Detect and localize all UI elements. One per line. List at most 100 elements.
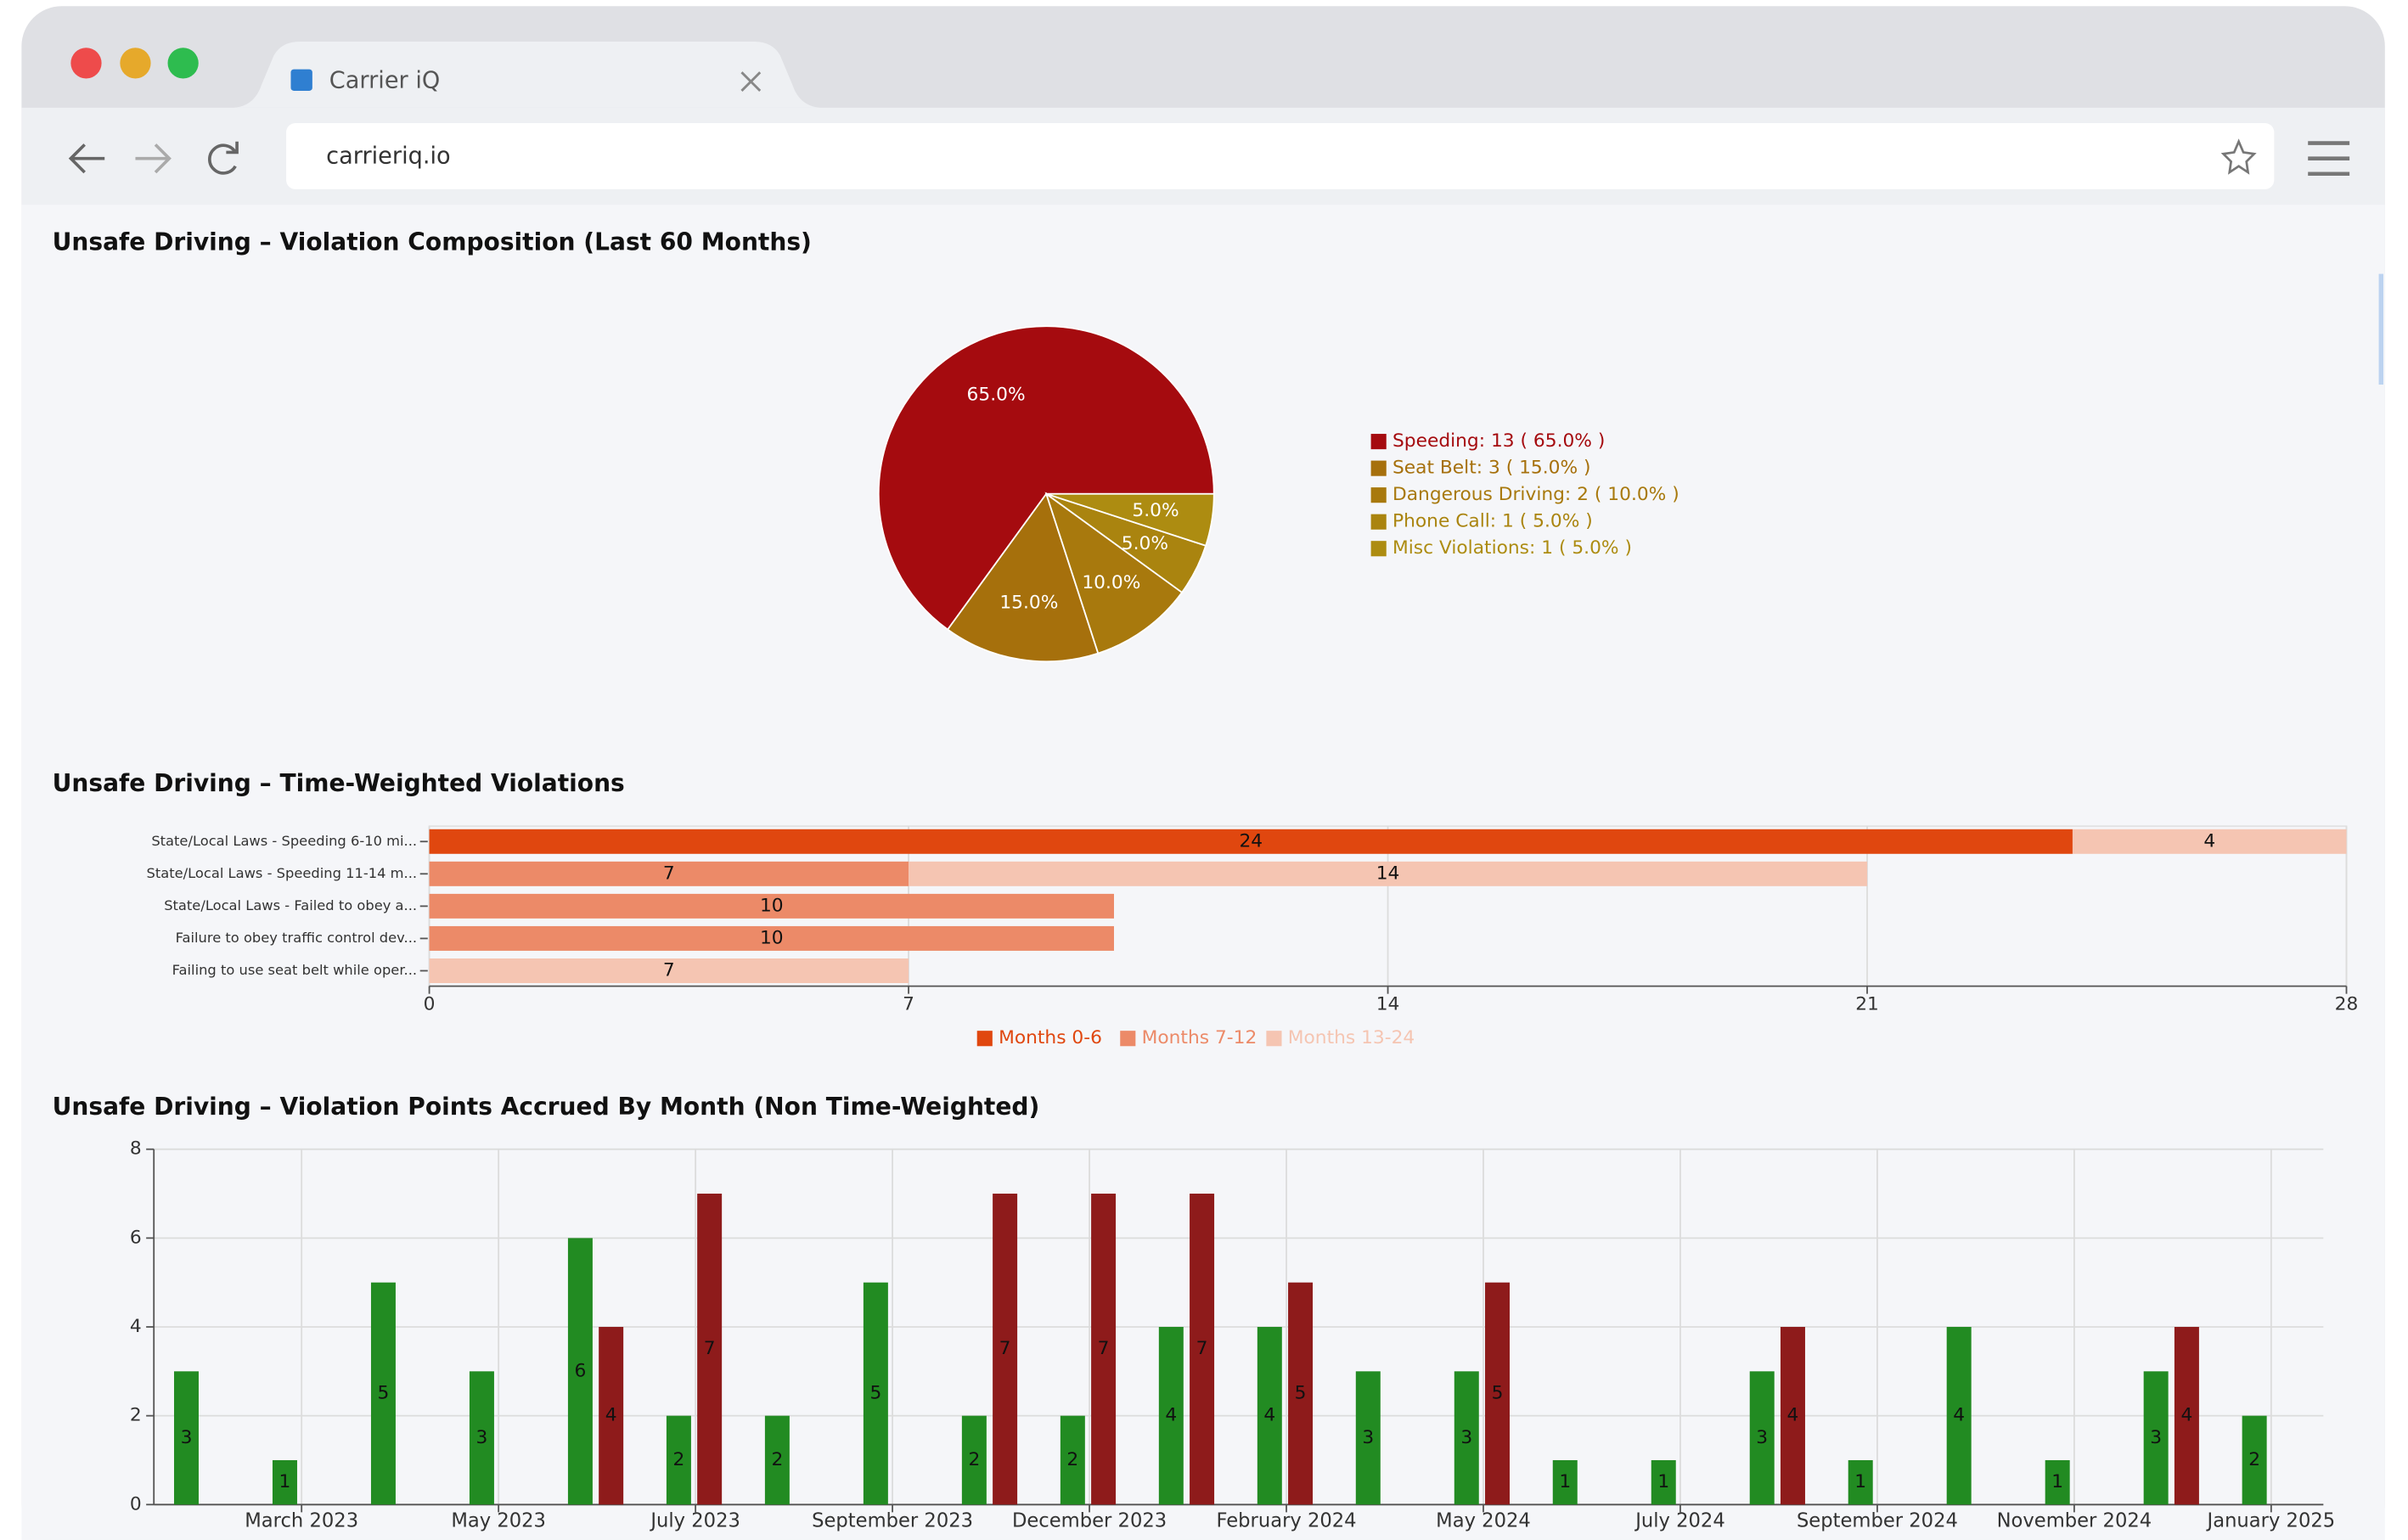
tab-close[interactable] bbox=[740, 71, 762, 92]
bar bbox=[272, 1459, 297, 1505]
y-tick-label: 4 bbox=[130, 1316, 142, 1337]
bar bbox=[1485, 1282, 1511, 1505]
legend-label: Dangerous Driving: 2 ( 10.0% ) bbox=[1392, 484, 1679, 505]
pie-slice bbox=[946, 492, 1100, 663]
bar bbox=[1190, 1194, 1215, 1505]
minimize-button[interactable] bbox=[120, 48, 151, 79]
y-tick-label: 0 bbox=[130, 1493, 142, 1515]
slice-label: 15.0% bbox=[999, 592, 1058, 613]
x-tick-label: 0 bbox=[424, 993, 436, 1014]
chart-title: Unsafe Driving – Violation Points Accrue… bbox=[53, 1093, 1040, 1121]
bar-label: 4 bbox=[1787, 1405, 1799, 1426]
bar-label: 1 bbox=[279, 1471, 291, 1492]
bar-segment bbox=[429, 958, 909, 983]
bar-label: 3 bbox=[2150, 1427, 2162, 1448]
tab[interactable] bbox=[230, 41, 824, 108]
bar-label: 7 bbox=[999, 1338, 1011, 1359]
address-bar[interactable] bbox=[286, 122, 2275, 189]
bar-label: 10 bbox=[760, 895, 784, 916]
bar bbox=[1060, 1415, 1085, 1505]
bar bbox=[1158, 1326, 1184, 1505]
legend-swatch bbox=[976, 1031, 993, 1047]
bar-segment bbox=[2072, 829, 2347, 854]
bar-label: 4 bbox=[1263, 1405, 1275, 1426]
legend-swatch bbox=[1370, 434, 1387, 450]
bar-label: 3 bbox=[476, 1427, 488, 1448]
scrollbar[interactable] bbox=[2378, 273, 2384, 385]
chart-title: Unsafe Driving – Violation Composition (… bbox=[53, 228, 812, 256]
url: carrieriq.io bbox=[326, 143, 451, 169]
bar-label: 6 bbox=[575, 1360, 587, 1381]
legend-label: Speeding: 13 ( 65.0% ) bbox=[1392, 430, 1605, 452]
x-tick-label: July 2023 bbox=[649, 1510, 740, 1532]
bar-label: 24 bbox=[1239, 830, 1263, 851]
legend-label: Seat Belt: 3 ( 15.0% ) bbox=[1392, 458, 1591, 479]
y-tick-label: 8 bbox=[130, 1138, 142, 1160]
y-tick-label: Failure to obey traffic control dev... bbox=[176, 930, 417, 946]
legend-label: Months 7-12 bbox=[1142, 1027, 1257, 1048]
bar bbox=[1454, 1371, 1479, 1505]
x-tick-label: 7 bbox=[903, 993, 914, 1014]
legend-label: Months 13-24 bbox=[1288, 1027, 1415, 1048]
tab-favicon bbox=[290, 69, 312, 91]
x-tick-label: January 2025 bbox=[2206, 1510, 2336, 1532]
bar-label: 3 bbox=[1756, 1427, 1768, 1448]
legend-label: Phone Call: 1 ( 5.0% ) bbox=[1392, 511, 1593, 532]
bar bbox=[666, 1415, 691, 1505]
bar-label: 7 bbox=[1196, 1338, 1208, 1359]
x-tick-label: September 2023 bbox=[812, 1510, 973, 1532]
bar bbox=[1780, 1326, 1805, 1505]
back-button[interactable] bbox=[68, 143, 105, 174]
bar-label: 7 bbox=[1098, 1338, 1110, 1359]
bar-label: 1 bbox=[1854, 1471, 1866, 1492]
y-tick-label: 2 bbox=[130, 1405, 142, 1426]
legend-swatch bbox=[1266, 1031, 1282, 1047]
y-tick-label: State/Local Laws - Speeding 6-10 mi... bbox=[151, 833, 417, 849]
x-tick-label: 28 bbox=[2335, 993, 2359, 1014]
y-tick-label: Failing to use seat belt while oper... bbox=[172, 962, 417, 978]
slice-label: 65.0% bbox=[967, 385, 1026, 406]
y-tick-label: State/Local Laws - Failed to obey a... bbox=[164, 897, 417, 913]
bar-label: 1 bbox=[1559, 1471, 1571, 1492]
bar bbox=[1651, 1459, 1676, 1505]
bar-label: 4 bbox=[1165, 1405, 1177, 1426]
legend-label: Misc Violations: 1 ( 5.0% ) bbox=[1392, 537, 1632, 559]
bar bbox=[1355, 1371, 1381, 1505]
x-tick-label: March 2023 bbox=[245, 1510, 358, 1532]
legend-swatch bbox=[1120, 1031, 1136, 1047]
x-tick-label: December 2023 bbox=[1012, 1510, 1167, 1532]
bar bbox=[1946, 1326, 1972, 1505]
pie-slice bbox=[877, 325, 1215, 631]
bar-label: 2 bbox=[2248, 1449, 2260, 1470]
slice-label: 5.0% bbox=[1132, 500, 1179, 521]
bar-segment bbox=[429, 893, 1114, 919]
x-tick-label: 21 bbox=[1855, 993, 1879, 1014]
bar bbox=[697, 1194, 723, 1505]
bar-label: 7 bbox=[663, 959, 675, 981]
reload-button[interactable] bbox=[208, 141, 239, 175]
bar bbox=[1091, 1194, 1117, 1505]
bookmark-star[interactable] bbox=[2220, 138, 2257, 175]
bar-label: 2 bbox=[672, 1449, 684, 1470]
bar bbox=[2174, 1326, 2199, 1505]
bar-label: 2 bbox=[771, 1449, 783, 1470]
bar bbox=[863, 1282, 888, 1505]
bar-label: 7 bbox=[663, 863, 675, 884]
x-tick-label: May 2023 bbox=[451, 1510, 546, 1532]
bar-label: 10 bbox=[760, 927, 784, 948]
bar-label: 7 bbox=[704, 1338, 716, 1359]
y-tick-label: State/Local Laws - Speeding 11-14 m... bbox=[146, 865, 417, 881]
bar-label: 1 bbox=[1657, 1471, 1669, 1492]
maximize-button[interactable] bbox=[167, 48, 199, 79]
bar-label: 4 bbox=[2180, 1405, 2192, 1426]
close-button[interactable] bbox=[70, 48, 102, 79]
forward-button[interactable] bbox=[135, 143, 172, 174]
bar bbox=[1552, 1459, 1578, 1505]
bar-label: 5 bbox=[378, 1382, 390, 1403]
bar-label: 5 bbox=[1295, 1382, 1307, 1403]
bar-label: 2 bbox=[968, 1449, 980, 1470]
bar-label: 5 bbox=[869, 1382, 881, 1403]
bar-label: 5 bbox=[1492, 1382, 1504, 1403]
menu-button[interactable] bbox=[2308, 141, 2350, 177]
